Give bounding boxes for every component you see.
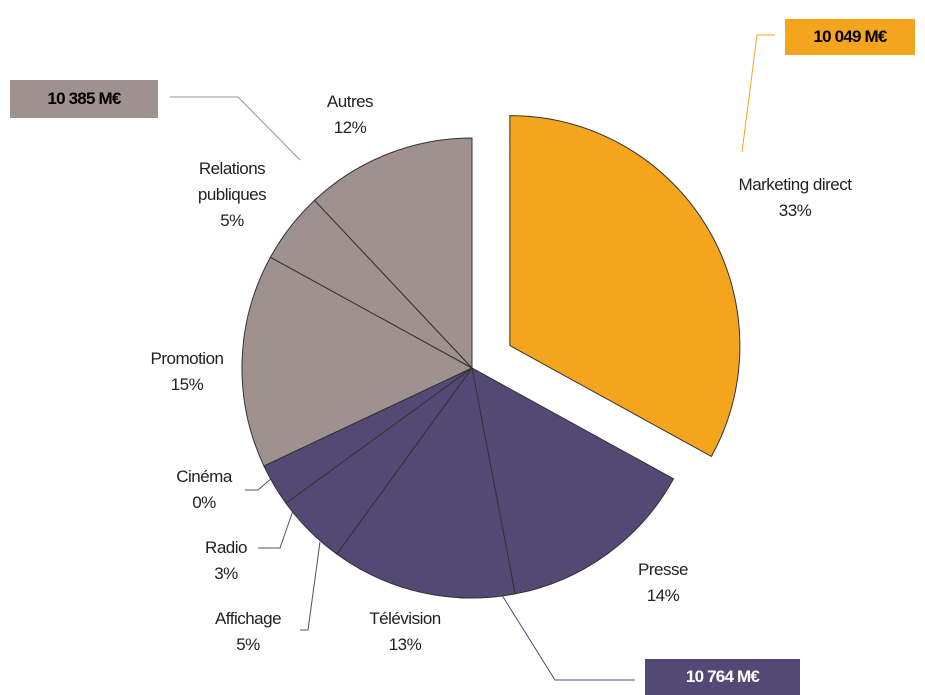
slice-label: Marketing direct 33% [739, 172, 852, 224]
pie-slice [241, 256, 474, 467]
pie-slice [471, 367, 675, 595]
annotation-box: 10 049 M€ [785, 19, 915, 55]
value-label: 3% [214, 564, 238, 583]
pie-slice [509, 115, 741, 458]
leader-line [245, 477, 273, 491]
leader-line [741, 34, 775, 153]
leader-line [258, 501, 297, 549]
pie-slice [313, 137, 473, 370]
value-label: 0% [192, 493, 216, 512]
annotation-box: 10 385 M€ [10, 80, 158, 118]
value-label: 5% [236, 635, 260, 654]
value-label: 12% [333, 118, 367, 137]
category-label: Télévision [369, 609, 441, 628]
slice-label: Relations publiques 5% [182, 156, 282, 234]
value-label: 14% [646, 586, 680, 605]
category-label: Relations publiques [197, 159, 267, 204]
category-label: Cinéma [176, 467, 232, 486]
category-label: Radio [205, 538, 247, 557]
slice-label: Affichage 5% [214, 606, 282, 658]
annotation-box: 10 764 M€ [645, 659, 800, 695]
slice-label: Cinéma 0% [176, 464, 232, 516]
slice-label: Télévision 13% [369, 606, 441, 658]
slice-label: Autres 12% [326, 89, 374, 141]
slice-label: Promotion 15% [151, 346, 224, 398]
slice-label: Presse 14% [638, 557, 688, 609]
value-label: 33% [778, 201, 812, 220]
category-label: Autres [326, 92, 374, 111]
value-label: 15% [170, 375, 204, 394]
leader-line [300, 541, 321, 631]
leader-line [499, 591, 635, 681]
slice-label: Radio 3% [205, 535, 247, 587]
category-label: Affichage [214, 609, 282, 628]
pie-slice [336, 366, 516, 599]
leader-line [170, 96, 301, 161]
category-label: Marketing direct [738, 175, 852, 194]
category-label: Presse [638, 560, 688, 579]
category-label: Promotion [150, 349, 224, 368]
value-label: 5% [220, 211, 244, 230]
value-label: 13% [388, 635, 422, 654]
